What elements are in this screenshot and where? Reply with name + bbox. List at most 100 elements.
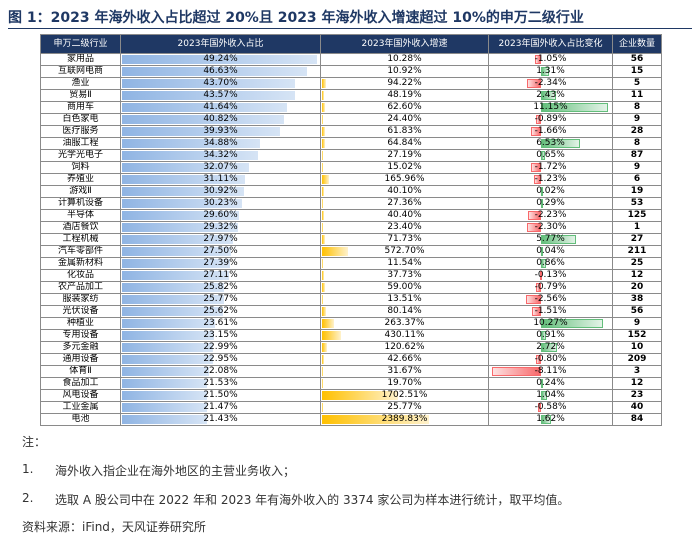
data-bar [122, 415, 207, 424]
cell-value: 43.70% [203, 78, 238, 88]
cell-value: -0.58% [534, 402, 567, 412]
data-bar [527, 211, 541, 220]
data-bar [322, 367, 324, 376]
data-bar [492, 367, 541, 376]
data-bar [122, 259, 231, 268]
cell-value: 40.10% [387, 186, 422, 196]
data-bar [122, 199, 242, 208]
cell-value: 10.27% [533, 318, 568, 328]
cell-value: 42.66% [387, 354, 422, 364]
cell-value: 71.73% [387, 234, 422, 244]
data-bar [541, 343, 558, 352]
data-bar [525, 295, 541, 304]
data-bar [541, 151, 545, 160]
data-bar [322, 379, 323, 388]
cell-value: 23.40% [387, 222, 422, 232]
note-number: 2. [22, 491, 34, 505]
cell-value: -1.72% [534, 162, 567, 172]
cell-value: 2.72% [536, 342, 565, 352]
data-bar [322, 139, 325, 148]
data-bar [322, 223, 324, 232]
data-bar [322, 403, 324, 412]
cell-value: 30.92% [203, 186, 238, 196]
data-bar [541, 259, 547, 268]
data-bar [322, 307, 326, 316]
cell-value: 15.02% [387, 162, 422, 172]
cell-value: -2.34% [534, 78, 567, 88]
data-bar [541, 391, 548, 400]
data-bar [541, 415, 551, 424]
cell-value: 27.19% [387, 150, 422, 160]
data-bar [122, 331, 214, 340]
note-text: 选取 A 股公司中在 2022 年和 2023 年有海外收入的 3374 家公司… [55, 493, 570, 507]
data-bar [322, 319, 334, 328]
cell-value: 27.97% [203, 234, 238, 244]
cell-value: 25.62% [203, 306, 238, 316]
table-cell: 1.62% [488, 413, 613, 426]
data-bar [122, 283, 225, 292]
cell-value: -1.66% [534, 126, 567, 136]
header-cell: 企业数量 [612, 34, 662, 54]
data-bar [531, 307, 541, 316]
cell-value: 25.82% [203, 282, 238, 292]
cell-value: 29.32% [203, 222, 238, 232]
cell-value: -1.51% [534, 306, 567, 316]
data-bar [122, 223, 239, 232]
data-bar [541, 139, 581, 148]
note-number: 1. [22, 462, 34, 476]
cell-value: 43.57% [203, 90, 238, 100]
cell-value: -2.56% [534, 294, 567, 304]
data-bar [322, 415, 430, 424]
cell-value: 64.84% [387, 138, 422, 148]
data-bar [122, 319, 216, 328]
cell-value: -2.30% [534, 222, 567, 232]
data-bar [322, 331, 342, 340]
source: 资料来源：iFind，天风证券研究所 [22, 520, 206, 534]
cell-value: 0.29% [536, 198, 565, 208]
data-bar [526, 79, 541, 88]
cell-value: 41.64% [203, 102, 238, 112]
data-bar [541, 67, 549, 76]
data-bar [322, 295, 323, 304]
header-cell: 2023年国外收入占比 [120, 34, 321, 54]
data-bar [122, 151, 258, 160]
cell-value: 48.19% [387, 90, 422, 100]
cell-value: -1.05% [534, 54, 567, 64]
notes-label: 注： [22, 435, 47, 449]
data-bar [122, 379, 208, 388]
data-bar [322, 115, 324, 124]
data-bar [122, 271, 230, 280]
data-bar [541, 199, 543, 208]
cell-value: 32.07% [203, 162, 238, 172]
cell-value: 62.60% [387, 102, 422, 112]
cell-value: 59.00% [387, 282, 422, 292]
data-bar [322, 235, 326, 244]
cell-value: 27.36% [387, 198, 422, 208]
cell-value: 430.11% [384, 330, 425, 340]
table-cell: 21.43% [120, 413, 321, 426]
cell-value: 49.24% [203, 54, 238, 64]
cell-value: 6.53% [536, 138, 565, 148]
cell-value: 263.37% [384, 318, 425, 328]
data-bar [122, 187, 245, 196]
cell-value: 10.92% [387, 66, 422, 76]
data-bar [541, 319, 603, 328]
cell-value: 31.11% [203, 174, 238, 184]
data-bar [322, 259, 323, 268]
cell-value: 23.15% [203, 330, 238, 340]
note-text: 海外收入指企业在海外地区的主营业务收入； [55, 464, 296, 478]
cell-value: 0.91% [536, 330, 565, 340]
header-cell: 2023年国外收入增速 [320, 34, 489, 54]
cell-value: 1.04% [536, 390, 565, 400]
cell-value: 23.61% [203, 318, 238, 328]
table-cell: 2389.83% [320, 413, 489, 426]
cell-value: 120.62% [384, 342, 425, 352]
data-bar [541, 247, 543, 256]
cell-value: 61.83% [387, 126, 422, 136]
cell-value: 40.82% [203, 114, 238, 124]
cell-value: 40.40% [387, 210, 422, 220]
data-bar [122, 139, 261, 148]
cell-value: 22.95% [203, 354, 238, 364]
data-bar [122, 295, 225, 304]
data-bar [322, 211, 324, 220]
